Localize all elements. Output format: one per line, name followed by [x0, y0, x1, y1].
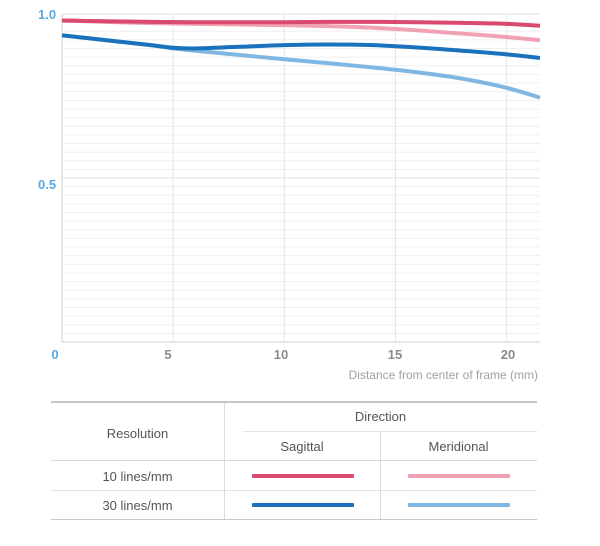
swatch-10-meridional [408, 474, 510, 478]
x-tick-label-20: 20 [501, 347, 515, 362]
row-label-10-lines: 10 lines/mm [102, 469, 173, 484]
legend-row-rule [51, 490, 537, 491]
legend-table: Resolution Direction Sagittal Meridional… [51, 401, 537, 520]
legend-subcol-divider [380, 432, 381, 519]
x-tick-label-5: 5 [164, 347, 171, 362]
direction-header: Direction [354, 409, 407, 424]
x-axis-label: Distance from center of frame (mm) [349, 368, 538, 382]
series-layer [61, 18, 541, 100]
row-label-30-lines: 30 lines/mm [102, 498, 173, 513]
x-tick-label-15: 15 [388, 347, 402, 362]
legend-top-rule [51, 401, 537, 403]
legend-header-rule [51, 460, 537, 461]
y-tick-label-1.0: 1.0 [38, 7, 56, 22]
grid-lines [62, 13, 540, 342]
resolution-header: Resolution [106, 426, 169, 441]
sagittal-header: Sagittal [280, 439, 324, 454]
mtf-chart: 1.0 0.5 0 5 10 15 20 Distance from cente… [38, 7, 541, 382]
swatch-30-meridional [408, 503, 510, 507]
legend-direction-rule [243, 431, 537, 432]
swatch-10-sagittal [252, 474, 354, 478]
series-line-30-sagittal [61, 33, 541, 60]
series-line-10-sagittal [61, 18, 541, 28]
x-tick-label-10: 10 [274, 347, 288, 362]
swatch-30-sagittal [252, 503, 354, 507]
meridional-header: Meridional [428, 439, 489, 454]
legend-bottom-rule [51, 519, 537, 520]
x-tick-label-0: 0 [51, 347, 58, 362]
y-tick-label-0.5: 0.5 [38, 177, 56, 192]
legend-col-divider [224, 403, 225, 519]
